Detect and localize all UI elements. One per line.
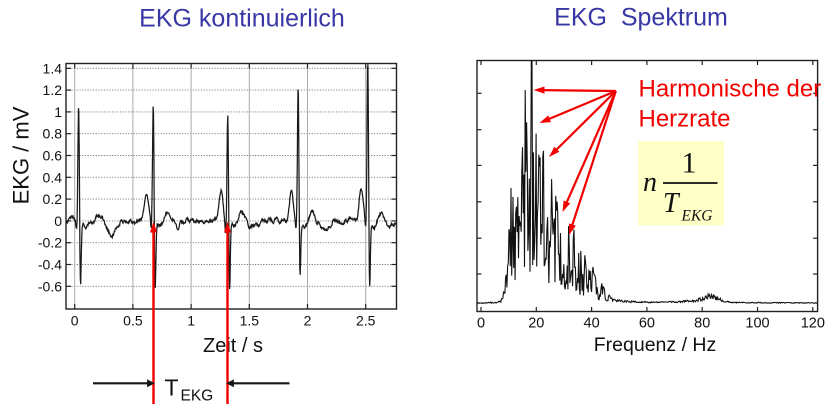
svg-text:-0.4: -0.4 — [38, 257, 62, 273]
svg-text:1: 1 — [682, 147, 697, 180]
svg-text:0: 0 — [477, 316, 485, 332]
svg-text:60: 60 — [639, 316, 655, 332]
svg-text:-0.2: -0.2 — [38, 235, 62, 251]
svg-text:0.5: 0.5 — [123, 313, 143, 329]
svg-text:0: 0 — [71, 313, 79, 329]
svg-text:T: T — [663, 188, 681, 219]
svg-text:80: 80 — [694, 316, 710, 332]
svg-text:0.2: 0.2 — [43, 191, 63, 207]
svg-text:0.4: 0.4 — [43, 169, 63, 185]
svg-text:120: 120 — [801, 316, 825, 332]
svg-text:-0.6: -0.6 — [38, 278, 62, 294]
svg-text:T: T — [165, 375, 179, 401]
svg-text:1.2: 1.2 — [43, 82, 63, 98]
svg-text:EKG Spektrum: EKG Spektrum — [554, 4, 728, 32]
svg-text:Harmonische der: Harmonische der — [639, 76, 822, 103]
svg-text:Zeit / s: Zeit / s — [203, 335, 263, 357]
svg-text:Herzrate: Herzrate — [639, 106, 731, 133]
svg-text:n: n — [643, 167, 657, 198]
svg-text:20: 20 — [528, 316, 544, 332]
svg-text:1.5: 1.5 — [240, 313, 260, 329]
svg-text:1: 1 — [187, 313, 195, 329]
svg-text:EKG kontinuierlich: EKG kontinuierlich — [139, 5, 345, 33]
svg-text:0.8: 0.8 — [43, 126, 63, 142]
svg-text:2.5: 2.5 — [356, 313, 376, 329]
svg-text:100: 100 — [745, 316, 769, 332]
svg-text:40: 40 — [584, 316, 600, 332]
svg-text:EKG / mV: EKG / mV — [9, 106, 34, 204]
svg-text:EKG: EKG — [681, 208, 713, 225]
svg-text:Frequenz / Hz: Frequenz / Hz — [594, 334, 716, 356]
svg-text:2: 2 — [304, 313, 312, 329]
svg-text:EKG: EKG — [181, 388, 214, 405]
svg-text:1.4: 1.4 — [43, 60, 63, 76]
svg-text:0: 0 — [54, 213, 62, 229]
svg-text:0.6: 0.6 — [43, 148, 63, 164]
svg-text:1: 1 — [54, 104, 62, 120]
